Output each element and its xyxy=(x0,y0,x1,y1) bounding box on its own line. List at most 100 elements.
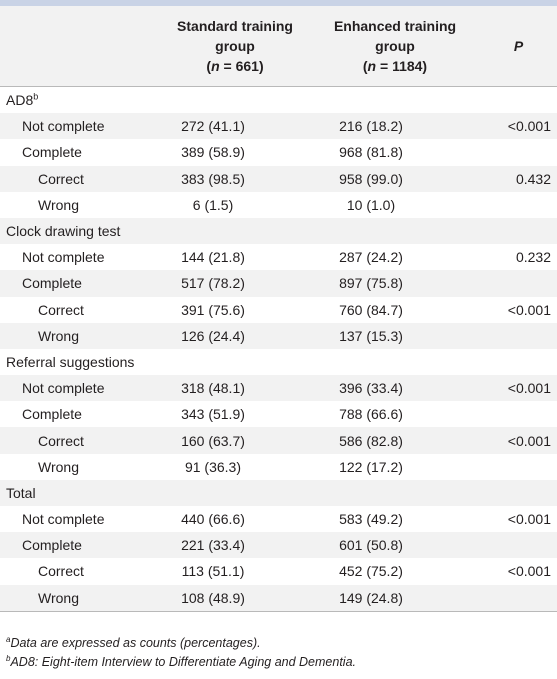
empty-cell xyxy=(310,479,480,506)
footnote-marker: b xyxy=(6,653,11,663)
row-label: Complete xyxy=(0,401,160,428)
enhanced-group-value: 396 (33.4) xyxy=(310,375,480,402)
empty-cell xyxy=(160,86,310,114)
empty-cell xyxy=(480,479,557,506)
standard-group-value: 221 (33.4) xyxy=(160,532,310,559)
enhanced-group-value: 149 (24.8) xyxy=(310,584,480,612)
header-standard-n: (n = 661) xyxy=(206,58,264,74)
empty-cell xyxy=(310,86,480,114)
enhanced-group-value: 958 (99.0) xyxy=(310,165,480,192)
enhanced-group-value: 122 (17.2) xyxy=(310,453,480,480)
row-label: Correct xyxy=(0,165,160,192)
table-row: Complete 343 (51.9) 788 (66.6) xyxy=(0,401,557,428)
enhanced-group-value: 287 (24.2) xyxy=(310,244,480,271)
row-label: Wrong xyxy=(0,584,160,612)
header-enhanced-line1: Enhanced training xyxy=(333,18,457,34)
table-body: AD8b Not complete 272 (41.1) 216 (18.2) <0.0… xyxy=(0,86,557,612)
table-row: Wrong 6 (1.5) 10 (1.0) xyxy=(0,191,557,218)
standard-group-value: 144 (21.8) xyxy=(160,244,310,271)
section-title: AD8b xyxy=(0,86,160,114)
row-label: Not complete xyxy=(0,113,160,140)
table-header: Standard training group (n = 661) Enhanc… xyxy=(0,6,557,87)
enhanced-group-value: 452 (75.2) xyxy=(310,558,480,585)
row-label: Not complete xyxy=(0,506,160,533)
top-rule xyxy=(0,0,557,6)
standard-group-value: 383 (98.5) xyxy=(160,165,310,192)
table-row: Correct 160 (63.7) 586 (82.8) <0.001 xyxy=(0,427,557,454)
standard-group-value: 517 (78.2) xyxy=(160,270,310,297)
p-value: <0.001 xyxy=(480,113,557,140)
standard-group-value: 160 (63.7) xyxy=(160,427,310,454)
table-row: Correct 383 (98.5) 958 (99.0) 0.432 xyxy=(0,165,557,192)
p-value xyxy=(480,532,557,559)
section-title: Total xyxy=(0,479,160,506)
p-value xyxy=(480,453,557,480)
section-row: Total xyxy=(0,479,557,506)
empty-cell xyxy=(480,348,557,376)
standard-group-value: 6 (1.5) xyxy=(160,191,310,218)
p-value xyxy=(480,139,557,166)
table-row: Not complete 144 (21.8) 287 (24.2) 0.232 xyxy=(0,244,557,271)
standard-group-value: 126 (24.4) xyxy=(160,322,310,349)
header-blank-cell xyxy=(0,6,160,87)
table-row: Not complete 440 (66.6) 583 (49.2) <0.001 xyxy=(0,506,557,533)
section-row: Clock drawing test xyxy=(0,217,557,245)
standard-group-value: 343 (51.9) xyxy=(160,401,310,428)
table-row: Complete 389 (58.9) 968 (81.8) xyxy=(0,139,557,166)
footnote-marker: a xyxy=(6,634,11,644)
empty-cell xyxy=(310,217,480,245)
footnote-text: Data are expressed as counts (percentage… xyxy=(10,636,261,650)
empty-cell xyxy=(480,217,557,245)
p-value xyxy=(480,191,557,218)
empty-cell xyxy=(160,348,310,376)
standard-group-value: 318 (48.1) xyxy=(160,375,310,402)
enhanced-group-value: 788 (66.6) xyxy=(310,401,480,428)
row-label: Not complete xyxy=(0,244,160,271)
header-enhanced-group: Enhanced training group (n = 1184) xyxy=(310,6,480,87)
p-value: 0.432 xyxy=(480,165,557,192)
p-value: <0.001 xyxy=(480,558,557,585)
footnote: aData are expressed as counts (percentag… xyxy=(6,634,551,653)
row-label: Complete xyxy=(0,532,160,559)
table-row: Wrong 126 (24.4) 137 (15.3) xyxy=(0,322,557,349)
standard-group-value: 440 (66.6) xyxy=(160,506,310,533)
p-value: <0.001 xyxy=(480,506,557,533)
section-row: AD8b xyxy=(0,86,557,114)
standard-group-value: 113 (51.1) xyxy=(160,558,310,585)
enhanced-group-value: 216 (18.2) xyxy=(310,113,480,140)
standard-group-value: 91 (36.3) xyxy=(160,453,310,480)
header-p-value: P xyxy=(480,6,557,87)
header-standard-line1: Standard training xyxy=(177,18,293,34)
row-label: Complete xyxy=(0,139,160,166)
table-row: Correct 391 (75.6) 760 (84.7) <0.001 xyxy=(0,296,557,323)
table-row: Not complete 318 (48.1) 396 (33.4) <0.001 xyxy=(0,375,557,402)
enhanced-group-value: 897 (75.8) xyxy=(310,270,480,297)
empty-cell xyxy=(160,217,310,245)
table-row: Wrong 108 (48.9) 149 (24.8) xyxy=(0,584,557,612)
standard-group-value: 389 (58.9) xyxy=(160,139,310,166)
enhanced-group-value: 137 (15.3) xyxy=(310,322,480,349)
row-label: Wrong xyxy=(0,191,160,218)
enhanced-group-value: 601 (50.8) xyxy=(310,532,480,559)
enhanced-group-value: 583 (49.2) xyxy=(310,506,480,533)
results-table: Standard training group (n = 661) Enhanc… xyxy=(0,6,557,612)
table-row: Complete 221 (33.4) 601 (50.8) xyxy=(0,532,557,559)
header-enhanced-n: (n = 1184) xyxy=(362,58,428,74)
footnote-text: AD8: Eight-item Interview to Differentia… xyxy=(10,655,356,669)
row-label: Wrong xyxy=(0,453,160,480)
standard-group-value: 108 (48.9) xyxy=(160,584,310,612)
row-label: Correct xyxy=(0,296,160,323)
row-label: Wrong xyxy=(0,322,160,349)
footnote: bAD8: Eight-item Interview to Differenti… xyxy=(6,653,551,672)
table-footnotes: aData are expressed as counts (percentag… xyxy=(6,634,551,672)
empty-cell xyxy=(310,348,480,376)
table-row: Wrong 91 (36.3) 122 (17.2) xyxy=(0,453,557,480)
header-enhanced-line2: group xyxy=(375,38,415,54)
empty-cell xyxy=(480,86,557,114)
section-title: Clock drawing test xyxy=(0,217,160,245)
standard-group-value: 272 (41.1) xyxy=(160,113,310,140)
table-row: Not complete 272 (41.1) 216 (18.2) <0.001 xyxy=(0,113,557,140)
row-label: Correct xyxy=(0,558,160,585)
p-value xyxy=(480,270,557,297)
row-label: Complete xyxy=(0,270,160,297)
